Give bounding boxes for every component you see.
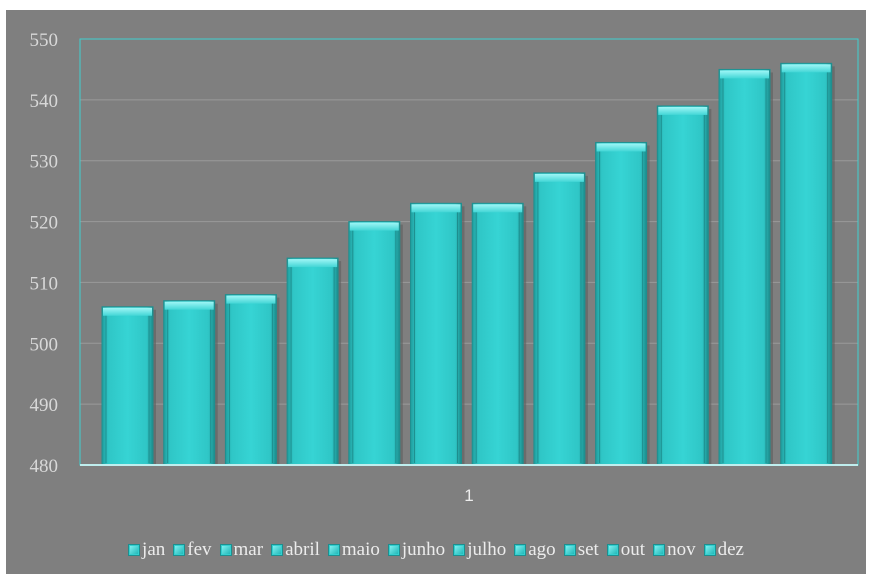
- bar-cap: [288, 259, 338, 268]
- bar-abril: [286, 257, 342, 466]
- legend-item-julho: julho: [453, 539, 506, 561]
- bar-cap: [781, 64, 831, 73]
- bar: [718, 68, 771, 466]
- legend: jan fev mar abril maio junho julho ago set out nov…: [6, 538, 866, 562]
- legend-swatch: [606, 544, 619, 556]
- bar: [595, 141, 648, 466]
- bar-cap: [534, 173, 584, 182]
- bar: [224, 294, 277, 466]
- bar: [163, 300, 216, 466]
- chart-svg: 480 490 500 510 520 530 540 550 1: [30, 30, 859, 505]
- legend-item-mar: mar: [219, 539, 264, 561]
- bar-maio: [348, 221, 403, 466]
- legend-swatch: [563, 544, 576, 556]
- legend-item-junho: junho: [387, 539, 446, 561]
- legend-item-fev: fev: [173, 539, 212, 561]
- bar-cap: [596, 143, 646, 152]
- legend-label: mar: [233, 539, 264, 560]
- bar-out: [656, 105, 712, 466]
- y-tick-label: 480: [30, 456, 59, 477]
- legend-item-ago: ago: [514, 539, 556, 561]
- bar-ago: [533, 172, 588, 466]
- legend-item-nov: nov: [653, 539, 696, 561]
- chart: 480 490 500 510 520 530 540 550 1 jan fev mar abril…: [6, 10, 866, 574]
- legend-item-maio: maio: [327, 539, 380, 561]
- legend-swatch: [387, 544, 400, 556]
- y-tick-label: 540: [30, 91, 59, 112]
- legend-item-set: set: [563, 539, 599, 561]
- bar-cap: [103, 307, 152, 316]
- bar-dez: [780, 62, 835, 466]
- bar-junho: [410, 202, 465, 466]
- legend-item-abril: abril: [271, 539, 320, 561]
- bar: [533, 172, 586, 466]
- bar: [348, 221, 401, 466]
- y-tick-label: 530: [30, 152, 59, 173]
- legend-swatch: [653, 544, 666, 556]
- bar-mar: [224, 294, 280, 466]
- legend-swatch: [453, 544, 466, 556]
- y-tick-label: 500: [30, 334, 59, 355]
- y-tick-label: 520: [30, 213, 59, 234]
- y-tick-label: 550: [30, 30, 59, 51]
- legend-label: maio: [341, 539, 380, 560]
- legend-label: out: [620, 539, 646, 560]
- legend-swatch: [703, 544, 716, 556]
- legend-swatch: [128, 544, 141, 556]
- legend-swatch: [173, 544, 186, 556]
- bar: [410, 202, 462, 466]
- legend-label: nov: [667, 539, 696, 560]
- bar-fev: [163, 300, 218, 466]
- bar: [286, 257, 339, 466]
- legend-item-out: out: [606, 539, 646, 561]
- bar-set: [595, 141, 650, 466]
- y-tick-label: 510: [30, 273, 59, 294]
- legend-swatch: [327, 544, 340, 556]
- bar-cap: [349, 222, 399, 231]
- legend-item-dez: dez: [703, 539, 744, 561]
- legend-label: abril: [285, 539, 320, 560]
- bar: [101, 306, 154, 466]
- legend-swatch: [219, 544, 232, 556]
- legend-item-jan: jan: [128, 539, 165, 561]
- legend-label: dez: [717, 539, 744, 560]
- x-tick-label: 1: [464, 486, 473, 505]
- bar-cap: [411, 204, 461, 213]
- legend-swatch: [514, 544, 527, 556]
- bar-cap: [164, 301, 214, 310]
- legend-label: ago: [528, 539, 556, 560]
- y-tick-label: 490: [30, 395, 59, 416]
- legend-swatch: [271, 544, 284, 556]
- bar-cap: [658, 106, 708, 115]
- bar: [471, 202, 524, 466]
- legend-label: set: [577, 539, 599, 560]
- bar-cap: [720, 70, 769, 79]
- legend-label: fev: [187, 539, 212, 560]
- bar: [656, 105, 709, 466]
- bar-nov: [718, 68, 773, 466]
- bar-julho: [471, 202, 527, 466]
- legend-label: junho: [401, 539, 446, 560]
- bar-cap: [226, 295, 276, 304]
- bar-cap: [473, 204, 523, 213]
- legend-label: jan: [142, 539, 166, 560]
- bar: [780, 62, 833, 466]
- bar-jan: [101, 306, 156, 466]
- legend-label: julho: [467, 539, 507, 560]
